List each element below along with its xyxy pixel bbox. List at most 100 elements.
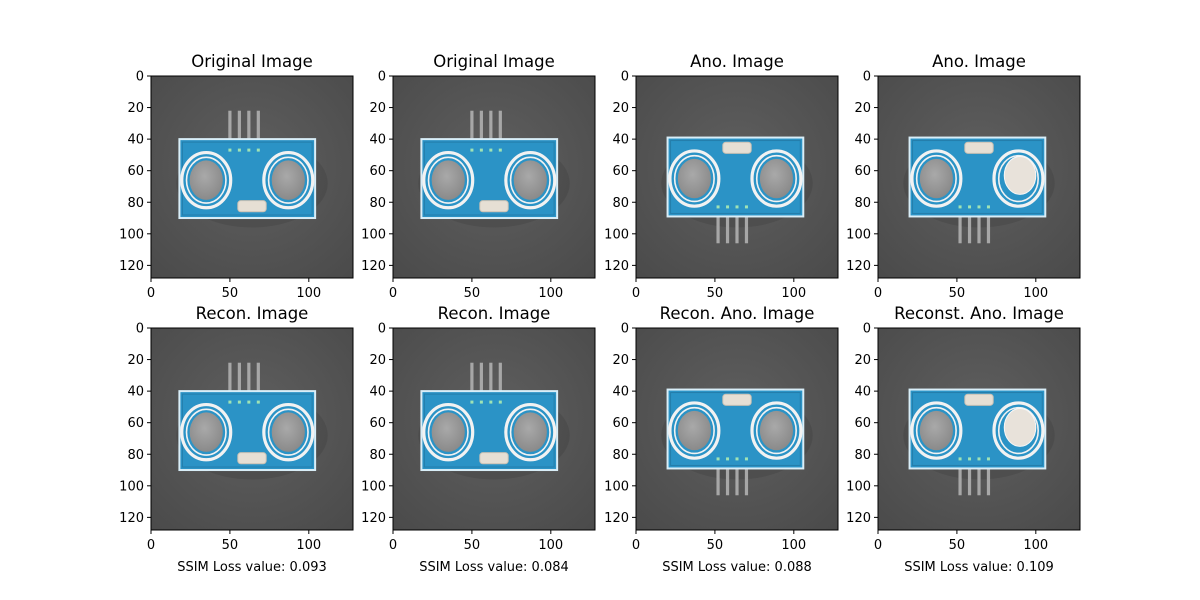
x-tick-label: 0 bbox=[389, 538, 397, 553]
sensor-pin bbox=[470, 111, 473, 143]
y-tick-label: 40 bbox=[369, 133, 386, 148]
sensor-pin bbox=[257, 111, 260, 143]
y-tick-label: 20 bbox=[369, 101, 386, 116]
transducer-mesh bbox=[190, 412, 223, 451]
sensor-pin bbox=[716, 465, 719, 495]
y-tick-label: 0 bbox=[136, 322, 144, 337]
y-tick-label: 0 bbox=[863, 322, 871, 337]
sensor-pin bbox=[480, 111, 483, 143]
y-tick-label: 80 bbox=[854, 196, 871, 211]
subplot-8: 0204060801001200 50 100Reconst. Ano. Image… bbox=[846, 304, 1080, 575]
x-tick-label: 50 bbox=[707, 538, 724, 553]
subplot-image bbox=[878, 328, 1080, 530]
subplot-title: Reconst. Ano. Image bbox=[894, 304, 1064, 323]
x-tick-label: 50 bbox=[949, 286, 966, 301]
solder-pad bbox=[987, 457, 990, 460]
subplot-title: Ano. Image bbox=[932, 52, 1026, 71]
sensor-pin bbox=[987, 465, 990, 495]
sensor-pin bbox=[968, 465, 971, 495]
solder-pad bbox=[480, 149, 483, 152]
transducer-mesh bbox=[432, 412, 465, 451]
y-tick-label: 80 bbox=[854, 448, 871, 463]
solder-pad bbox=[726, 457, 729, 460]
solder-pad bbox=[499, 401, 502, 404]
subplot-xlabel: SSIM Loss value: 0.109 bbox=[904, 560, 1054, 575]
transducer-mesh bbox=[272, 160, 305, 199]
crystal-oscillator bbox=[480, 201, 508, 212]
x-tick-label: 50 bbox=[949, 538, 966, 553]
y-tick-label: 60 bbox=[127, 416, 144, 431]
y-tick-label: 20 bbox=[369, 353, 386, 368]
subplot-title: Ano. Image bbox=[690, 52, 784, 71]
transducer-mesh bbox=[514, 412, 547, 451]
solder-pad bbox=[228, 149, 231, 152]
sensor-pin bbox=[499, 363, 502, 395]
y-tick-label: 40 bbox=[612, 385, 629, 400]
y-tick-label: 120 bbox=[846, 259, 871, 274]
x-tick-label: 50 bbox=[707, 286, 724, 301]
sensor-pin bbox=[228, 111, 231, 143]
solder-pad bbox=[968, 457, 971, 460]
x-tick-label: 0 bbox=[389, 286, 397, 301]
y-tick-label: 80 bbox=[369, 196, 386, 211]
y-tick-label: 60 bbox=[612, 164, 629, 179]
solder-pad bbox=[247, 401, 250, 404]
anomaly-bump bbox=[1004, 408, 1036, 446]
x-tick-label: 50 bbox=[464, 286, 481, 301]
x-tick-label: 0 bbox=[874, 538, 882, 553]
y-tick-label: 80 bbox=[127, 448, 144, 463]
y-tick-label: 20 bbox=[127, 353, 144, 368]
y-tick-label: 60 bbox=[854, 164, 871, 179]
sensor-pin bbox=[726, 465, 729, 495]
y-tick-label: 120 bbox=[604, 511, 629, 526]
y-tick-label: 120 bbox=[119, 259, 144, 274]
subplot-xlabel: SSIM Loss value: 0.084 bbox=[419, 560, 569, 575]
subplot-image bbox=[878, 76, 1080, 278]
anomaly-bump bbox=[1004, 156, 1036, 194]
crystal-oscillator bbox=[238, 201, 266, 212]
y-tick-label: 20 bbox=[854, 353, 871, 368]
y-tick-label: 40 bbox=[127, 133, 144, 148]
subplot-image bbox=[393, 76, 595, 278]
transducer-mesh bbox=[514, 160, 547, 199]
y-tick-label: 100 bbox=[846, 227, 871, 242]
y-tick-label: 40 bbox=[612, 133, 629, 148]
y-tick-label: 60 bbox=[127, 164, 144, 179]
solder-pad bbox=[717, 457, 720, 460]
y-tick-label: 100 bbox=[604, 479, 629, 494]
crystal-oscillator bbox=[238, 453, 266, 464]
sensor-pin bbox=[238, 363, 241, 395]
solder-pad bbox=[717, 205, 720, 208]
sensor-pin bbox=[745, 213, 748, 243]
subplot-2: 0204060801001200 50 100Original Image bbox=[361, 52, 595, 301]
solder-pad bbox=[489, 401, 492, 404]
y-tick-label: 20 bbox=[127, 101, 144, 116]
sensor-pin bbox=[726, 213, 729, 243]
y-tick-label: 120 bbox=[361, 511, 386, 526]
sensor-pin bbox=[958, 213, 961, 243]
y-tick-label: 40 bbox=[854, 133, 871, 148]
y-tick-label: 0 bbox=[136, 70, 144, 85]
y-tick-label: 0 bbox=[621, 322, 629, 337]
sensor-pin bbox=[247, 111, 250, 143]
y-tick-label: 0 bbox=[378, 70, 386, 85]
sensor-pin bbox=[745, 465, 748, 495]
solder-pad bbox=[978, 205, 981, 208]
y-tick-label: 100 bbox=[846, 479, 871, 494]
y-tick-label: 120 bbox=[361, 259, 386, 274]
solder-pad bbox=[238, 401, 241, 404]
solder-pad bbox=[247, 149, 250, 152]
y-tick-label: 60 bbox=[612, 416, 629, 431]
subplot-image bbox=[151, 328, 353, 530]
subplot-title: Original Image bbox=[191, 52, 313, 71]
transducer-mesh bbox=[920, 159, 953, 198]
y-tick-label: 100 bbox=[361, 227, 386, 242]
sensor-pin bbox=[257, 363, 260, 395]
sensor-pin bbox=[470, 363, 473, 395]
sensor-pin bbox=[489, 111, 492, 143]
solder-pad bbox=[489, 149, 492, 152]
solder-pad bbox=[978, 457, 981, 460]
x-tick-label: 100 bbox=[781, 286, 806, 301]
